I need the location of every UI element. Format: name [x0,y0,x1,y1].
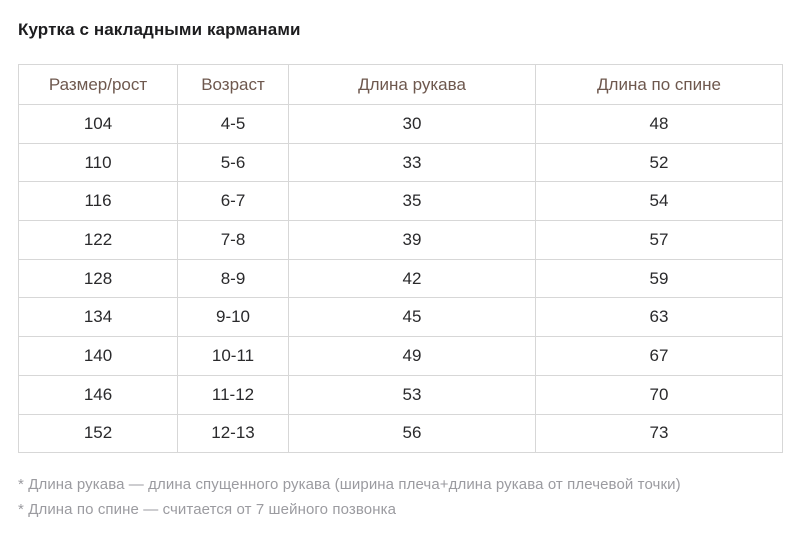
table-cell: 56 [288,413,536,454]
table-cell: 4-5 [177,104,289,144]
table-cell: 30 [288,104,536,144]
table-cell: 104 [18,104,178,144]
column-header-1: Размер/рост [18,64,178,105]
table-cell: 7-8 [177,220,289,260]
table-cell: 122 [18,220,178,260]
table-cell: 10-11 [177,336,289,376]
table-cell: 12-13 [177,413,289,454]
table-cell: 5-6 [177,142,289,183]
table-cell: 35 [288,181,536,222]
table-row: 146 11-12 53 70 [18,374,783,415]
table-row: 110 5-6 33 52 [18,142,783,183]
table-cell: 33 [288,142,536,183]
table-cell: 57 [535,220,783,260]
table-row: 128 8-9 42 59 [18,258,783,299]
table-cell: 140 [18,336,178,376]
footnote-back-length: * Длина по спине — считается от 7 шейног… [18,501,397,519]
table-cell: 49 [288,336,536,376]
table-cell: 52 [535,142,783,183]
table-cell: 146 [18,374,178,415]
table-cell: 45 [288,297,536,338]
table-body: 104 4-5 30 48 110 5-6 33 52 116 6-7 35 54 122 7-8 39 57… [18,104,783,454]
table-row: 134 9-10 45 63 [18,297,783,338]
table-cell: 11-12 [177,374,289,415]
table-cell: 128 [18,258,178,299]
table-header-row: Размер/рост Возраст Длина рукава Длина по с… [18,64,783,105]
column-header-4: Длина по спине [535,64,783,105]
table-cell: 48 [535,104,783,144]
footnotes: * Длина рукава — длина спущенного рукава… [18,472,782,522]
column-header-3: Длина рукава [288,64,536,105]
table-cell: 73 [535,413,783,454]
table-cell: 63 [535,297,783,338]
table-row: 104 4-5 30 48 [18,104,783,144]
table-cell: 67 [535,336,783,376]
table-cell: 134 [18,297,178,338]
table-cell: 42 [288,258,536,299]
table-row: 116 6-7 35 54 [18,181,783,222]
table-cell: 54 [535,181,783,222]
table-cell: 8-9 [177,258,289,299]
table-row: 122 7-8 39 57 [18,220,783,260]
table-row: 140 10-11 49 67 [18,336,783,376]
page-title: Куртка с накладными карманами [18,20,301,39]
column-header-2: Возраст [177,64,289,105]
table-cell: 110 [18,142,178,183]
table-cell: 39 [288,220,536,260]
table-cell: 116 [18,181,178,222]
table-cell: 9-10 [177,297,289,338]
table-cell: 6-7 [177,181,289,222]
size-table: Размер/рост Возраст Длина рукава Длина по с… [18,64,783,454]
footnote-sleeve-length: * Длина рукава — длина спущенного рукава… [18,476,681,494]
table-cell: 59 [535,258,783,299]
table-row: 152 12-13 56 73 [18,413,783,454]
table-cell: 70 [535,374,783,415]
table-cell: 53 [288,374,536,415]
table-cell: 152 [18,413,178,454]
